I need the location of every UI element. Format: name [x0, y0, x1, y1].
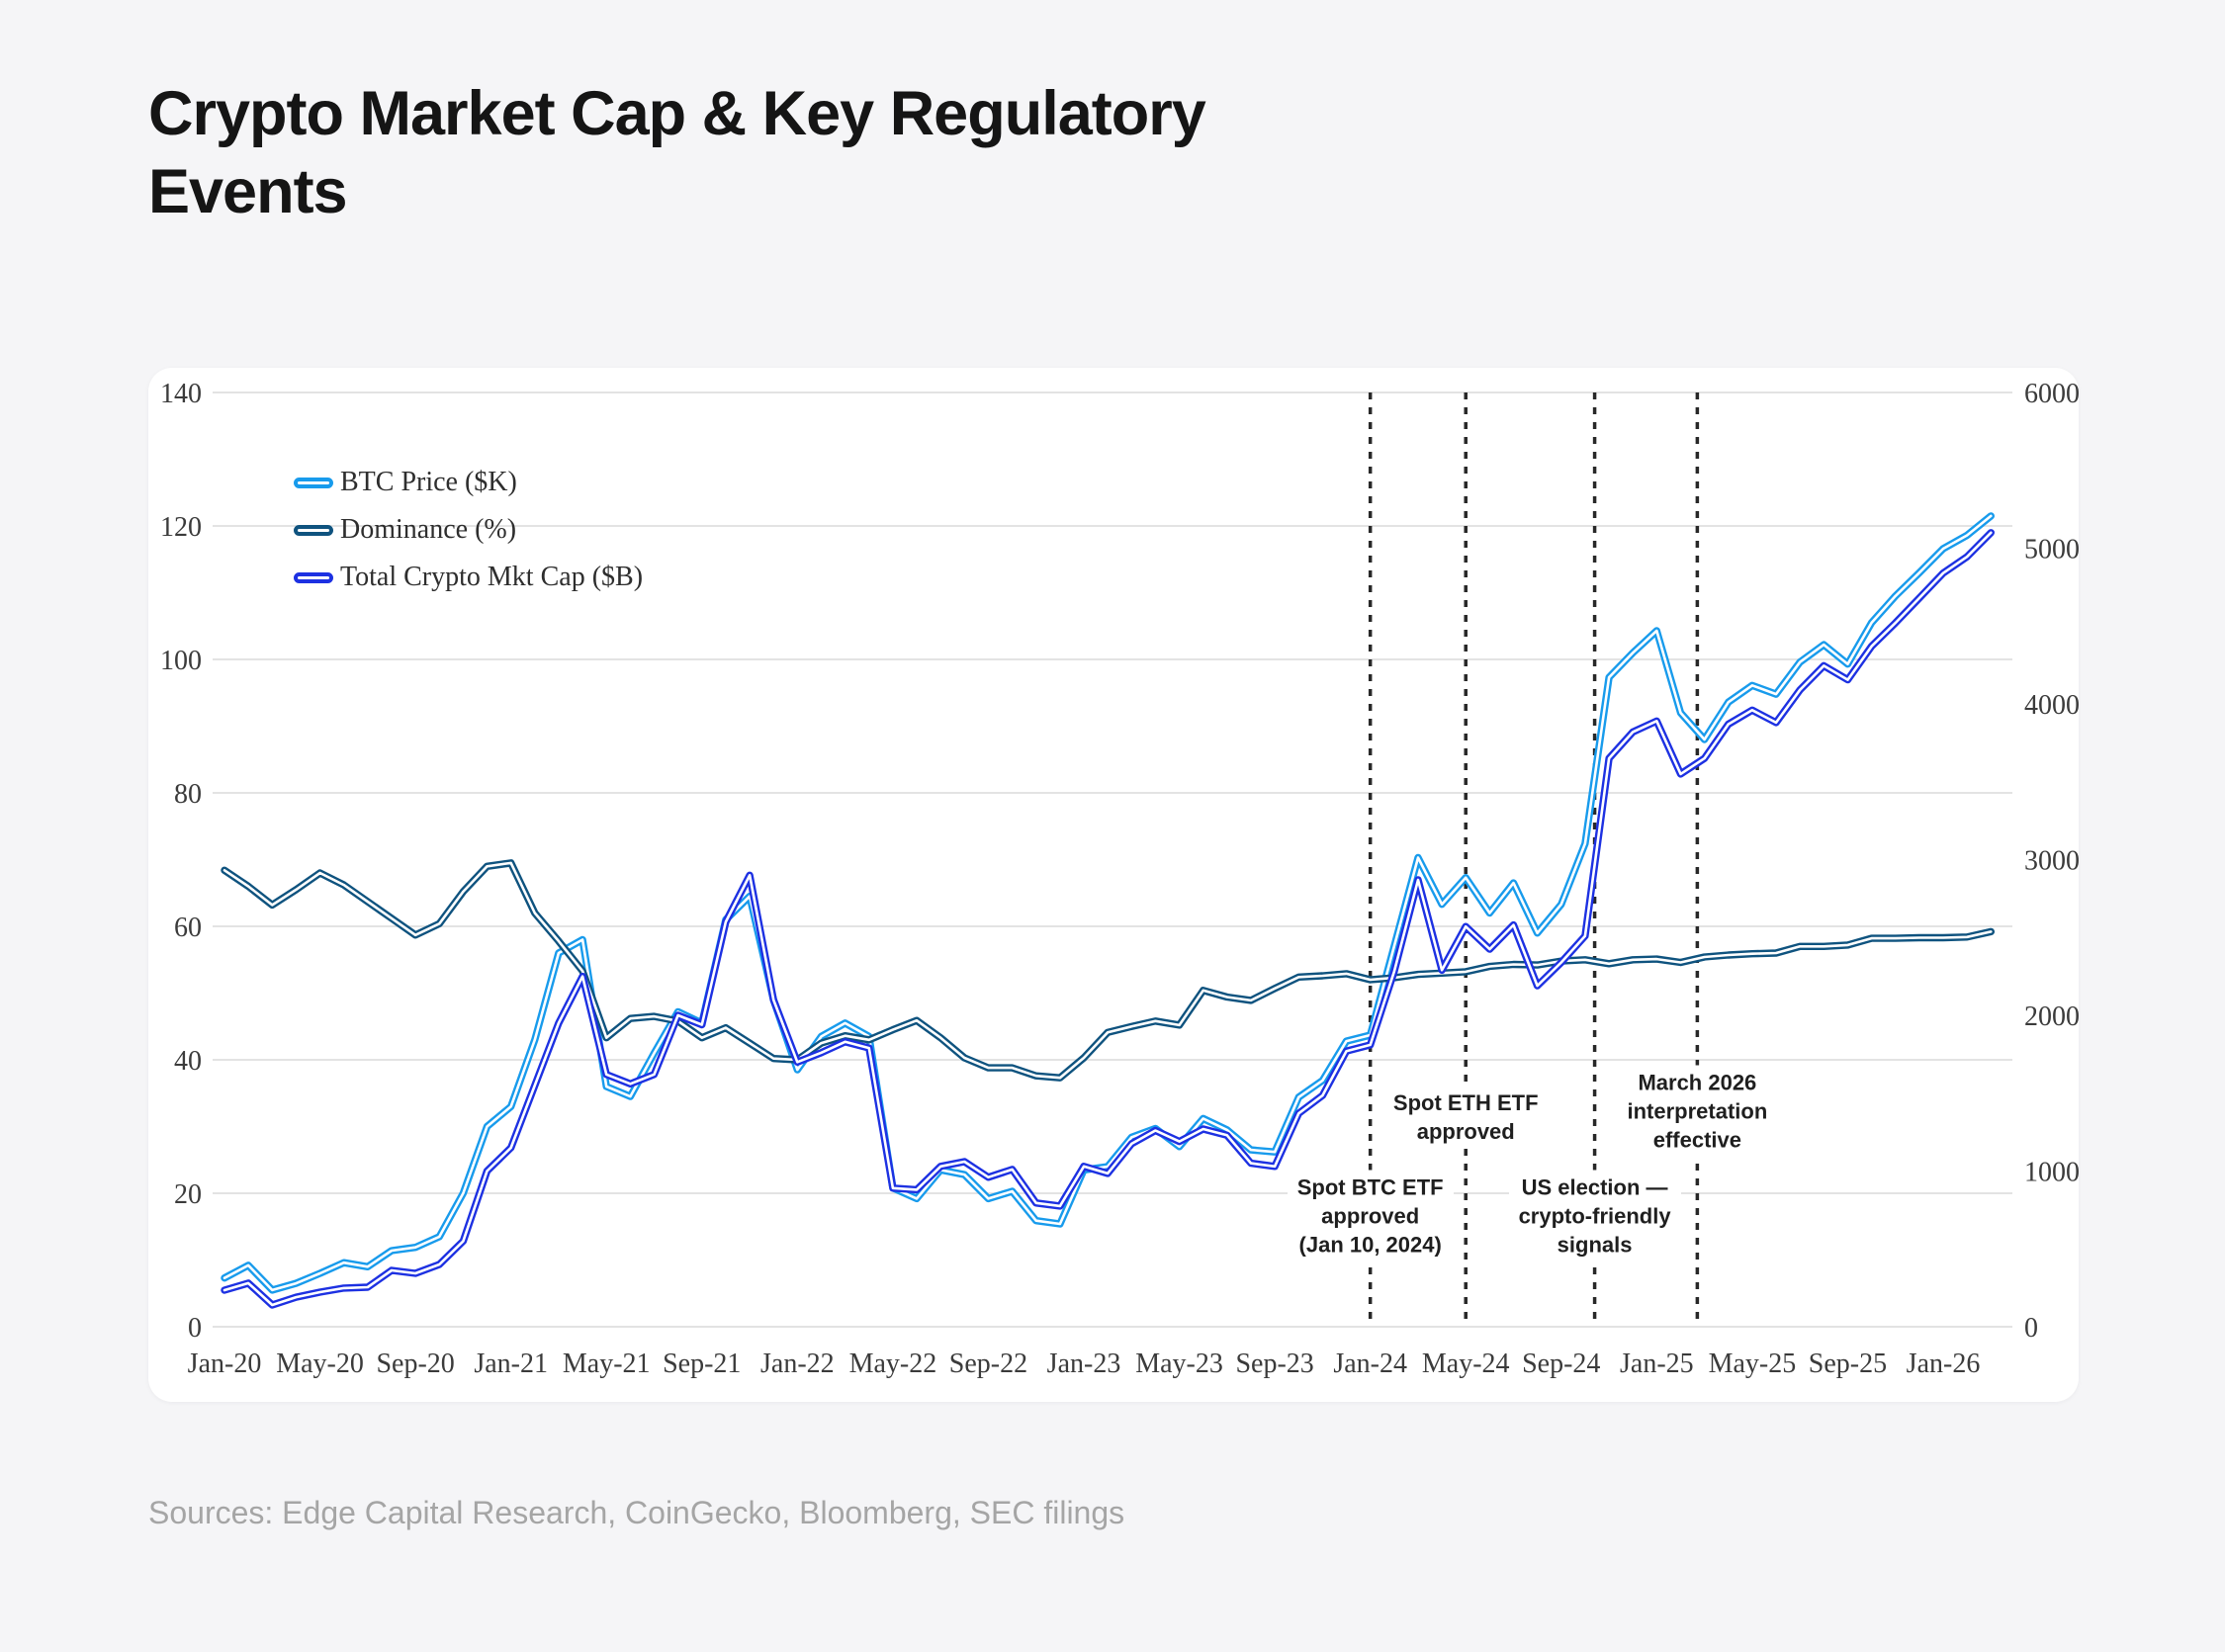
x-axis-tick: Jan-22 — [760, 1348, 835, 1379]
event-annotation-line: approved — [1416, 1119, 1515, 1144]
x-axis-tick: Sep-21 — [663, 1348, 741, 1379]
event-annotation-line: signals — [1557, 1232, 1633, 1258]
x-axis-tick: Sep-23 — [1235, 1348, 1313, 1379]
y-axis-tick-left: 40 — [174, 1046, 202, 1077]
x-axis-tick: May-24 — [1422, 1348, 1510, 1379]
series-line-mktcap — [221, 529, 1996, 1309]
x-axis-tick: May-21 — [563, 1348, 651, 1379]
series-line-dominance — [221, 859, 1996, 1082]
event-annotation-line: crypto-friendly — [1518, 1203, 1671, 1229]
y-axis-tick-right: 2000 — [2024, 1001, 2079, 1032]
event-annotation: Spot ETH ETF approved — [1382, 1086, 1549, 1149]
x-axis-tick: Jan-26 — [1907, 1348, 1981, 1379]
x-axis-tick: Jan-23 — [1047, 1348, 1121, 1379]
sources-note: Sources: Edge Capital Research, CoinGeck… — [148, 1495, 1125, 1530]
event-annotation-line: March 2026 — [1638, 1070, 1757, 1095]
event-annotation-line: interpretation — [1627, 1098, 1768, 1124]
legend-label: Dominance (%) — [340, 514, 517, 545]
event-annotation-line: Spot ETH ETF — [1392, 1090, 1539, 1115]
chart-legend: BTC Price ($K) Dominance (%) Total Crypt… — [294, 459, 643, 601]
dominance-line-swatch — [294, 524, 333, 536]
x-axis-tick: May-25 — [1709, 1348, 1797, 1379]
btc-price-line-swatch — [294, 477, 333, 488]
event-annotation: Spot BTC ETF approved (Jan 10, 2024) — [1287, 1170, 1454, 1262]
x-axis-tick: Sep-24 — [1522, 1348, 1600, 1379]
series-line-core-dominance — [222, 861, 1993, 1080]
event-annotation-line: Spot BTC ETF — [1296, 1174, 1444, 1200]
legend-label: Total Crypto Mkt Cap ($B) — [340, 562, 644, 592]
y-axis-tick-right: 5000 — [2024, 535, 2079, 565]
x-axis-tick: May-23 — [1135, 1348, 1223, 1379]
event-annotation-line: approved — [1321, 1203, 1420, 1229]
event-annotation: March 2026 interpretation effective — [1617, 1065, 1778, 1158]
x-axis-tick: Jan-21 — [474, 1348, 548, 1379]
x-axis-tick: Jan-24 — [1333, 1348, 1407, 1379]
y-axis-tick-right: 4000 — [2024, 690, 2079, 721]
chart-card: 0 20 40 60 80 100 120 140 0 1000 2000 3000 4000 5000 6… — [148, 368, 2079, 1402]
series-line-core-btc — [222, 514, 1993, 1292]
x-axis-tick: Sep-22 — [949, 1348, 1027, 1379]
x-axis-tick: May-22 — [849, 1348, 937, 1379]
y-axis-tick-right: 1000 — [2024, 1158, 2079, 1188]
series-line-core-mktcap — [222, 531, 1993, 1307]
y-axis-tick-right: 3000 — [2024, 846, 2079, 877]
mktcap-line-swatch — [294, 571, 333, 583]
legend-label: BTC Price ($K) — [340, 467, 517, 497]
chart-canvas: 0 20 40 60 80 100 120 140 0 1000 2000 3000 4000 5000 6… — [160, 379, 2079, 1379]
page-title-line2: Events — [148, 157, 348, 226]
x-axis-tick: Jan-25 — [1620, 1348, 1694, 1379]
event-annotation: US election — crypto-friendly signals — [1508, 1170, 1681, 1262]
legend-item-mktcap: Total Crypto Mkt Cap ($B) — [294, 554, 643, 601]
event-annotation-line: (Jan 10, 2024) — [1298, 1232, 1442, 1258]
y-axis-tick-left: 60 — [174, 913, 202, 943]
y-axis-tick-left: 0 — [188, 1313, 202, 1344]
y-axis-tick-right: 0 — [2024, 1313, 2038, 1344]
y-axis-tick-right: 6000 — [2024, 379, 2079, 409]
x-axis-tick: May-20 — [276, 1348, 364, 1379]
x-axis-tick: Sep-25 — [1809, 1348, 1887, 1379]
y-axis-tick-left: 140 — [160, 379, 202, 409]
page-title: Crypto Market Cap & Key Regulatory Event… — [148, 75, 1968, 231]
y-axis-tick-left: 120 — [160, 512, 202, 543]
legend-item-dominance: Dominance (%) — [294, 506, 643, 554]
page-title-line1: Crypto Market Cap & Key Regulatory — [148, 79, 1206, 148]
legend-item-btc-price: BTC Price ($K) — [294, 459, 643, 506]
y-axis-tick-left: 20 — [174, 1179, 202, 1210]
x-axis-tick: Jan-20 — [188, 1348, 262, 1379]
event-annotation-line: US election — — [1521, 1174, 1668, 1200]
y-axis-tick-left: 80 — [174, 779, 202, 810]
x-axis-tick: Sep-20 — [376, 1348, 454, 1379]
event-annotation-line: effective — [1652, 1127, 1742, 1153]
y-axis-tick-left: 100 — [160, 646, 202, 676]
